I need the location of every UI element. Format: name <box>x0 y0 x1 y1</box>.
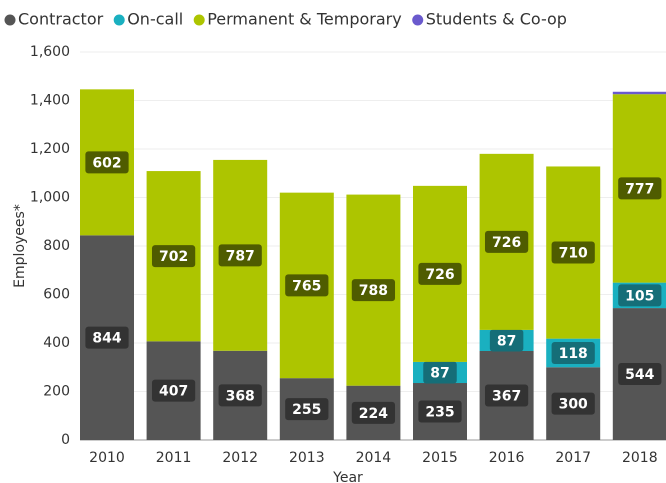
y-tick-label: 1,200 <box>30 141 70 157</box>
data-label-bg <box>151 245 196 268</box>
data-label-bg <box>551 392 595 415</box>
x-tick-label: 2016 <box>489 450 525 466</box>
data-label: 118 <box>559 346 588 362</box>
data-label: 235 <box>425 405 454 421</box>
data-label: 726 <box>492 235 521 251</box>
data-label-bg <box>285 274 329 297</box>
data-label: 844 <box>92 331 121 347</box>
data-label-bg <box>85 326 129 349</box>
x-tick-label: 2010 <box>89 450 125 466</box>
data-label-bg <box>418 262 462 285</box>
data-label-bg <box>285 398 329 421</box>
data-label-bg <box>489 329 524 352</box>
data-label-bg <box>218 244 262 267</box>
data-label: 87 <box>430 365 449 381</box>
data-label: 602 <box>92 155 121 171</box>
data-label: 765 <box>292 278 321 294</box>
data-label: 105 <box>625 288 654 304</box>
data-label: 787 <box>226 248 255 264</box>
y-axis-label: Employees* <box>12 204 28 288</box>
data-label: 87 <box>497 333 516 349</box>
x-tick-label: 2015 <box>422 450 458 466</box>
data-label: 788 <box>359 283 388 299</box>
data-label: 702 <box>159 249 188 265</box>
data-label-bg <box>351 279 396 302</box>
data-label: 367 <box>492 389 521 405</box>
data-label: 368 <box>226 388 255 404</box>
data-label: 726 <box>425 267 454 283</box>
x-axis-label: Year <box>332 470 363 483</box>
data-label-bg <box>551 241 595 264</box>
data-label-bg <box>618 284 662 307</box>
y-tick-label: 600 <box>43 287 70 303</box>
x-tick-label: 2013 <box>289 450 325 466</box>
data-label-bg <box>351 401 396 424</box>
y-tick-label: 0 <box>61 432 70 448</box>
legend-label: On-call <box>127 10 183 29</box>
data-label: 300 <box>559 397 588 413</box>
y-tick-label: 200 <box>43 384 70 400</box>
legend-label: Permanent & Temporary <box>207 10 402 29</box>
data-label: 407 <box>159 384 188 400</box>
data-label: 777 <box>625 181 654 197</box>
legend-label: Contractor <box>18 10 104 29</box>
y-tick-label: 1,400 <box>30 93 70 109</box>
legend-marker <box>4 14 16 26</box>
x-tick-label: 2011 <box>156 450 192 466</box>
data-label-bg <box>418 400 462 423</box>
x-tick-label: 2012 <box>222 450 258 466</box>
y-tick-label: 1,600 <box>30 44 70 60</box>
data-label: 255 <box>292 402 321 418</box>
legend-marker <box>193 14 205 26</box>
data-label-bg <box>551 341 595 364</box>
legend-marker <box>412 14 424 26</box>
data-label-bg <box>218 384 262 407</box>
data-label: 544 <box>625 367 654 383</box>
data-label-bg <box>151 379 196 402</box>
legend-label: Students & Co-op <box>426 10 567 29</box>
x-tick-label: 2014 <box>356 450 392 466</box>
data-label-bg <box>618 177 662 200</box>
data-label-bg <box>618 363 662 386</box>
data-label: 710 <box>559 246 588 262</box>
x-tick-label: 2017 <box>555 450 591 466</box>
y-tick-label: 400 <box>43 335 70 351</box>
data-label-bg <box>484 384 529 407</box>
x-tick-label: 2018 <box>622 450 658 466</box>
legend-marker <box>113 14 125 26</box>
data-label: 224 <box>359 406 388 422</box>
data-label-bg <box>423 361 457 384</box>
y-tick-label: 1,000 <box>30 190 70 206</box>
y-tick-label: 800 <box>43 238 70 254</box>
data-label-bg <box>85 151 129 174</box>
data-label-bg <box>484 230 529 253</box>
bar-segment <box>612 91 666 95</box>
